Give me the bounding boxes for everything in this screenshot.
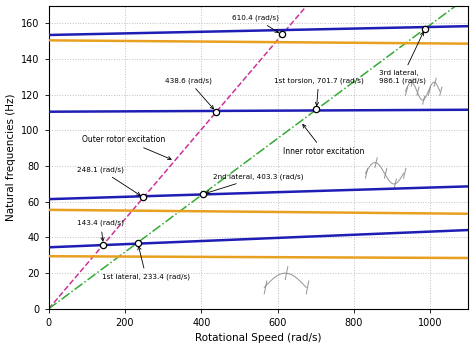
Text: 1st torsion, 701.7 (rad/s): 1st torsion, 701.7 (rad/s) bbox=[274, 77, 364, 106]
Text: 2nd lateral, 403.3 (rad/s): 2nd lateral, 403.3 (rad/s) bbox=[206, 173, 303, 194]
Text: 438.6 (rad/s): 438.6 (rad/s) bbox=[165, 77, 214, 109]
Text: 3rd lateral,
986.1 (rad/s): 3rd lateral, 986.1 (rad/s) bbox=[379, 32, 426, 84]
Text: 143.4 (rad/s): 143.4 (rad/s) bbox=[77, 220, 124, 241]
Text: 1st lateral, 233.4 (rad/s): 1st lateral, 233.4 (rad/s) bbox=[102, 246, 190, 280]
X-axis label: Rotational Speed (rad/s): Rotational Speed (rad/s) bbox=[195, 333, 322, 343]
Text: Inner rotor excitation: Inner rotor excitation bbox=[283, 125, 365, 156]
Text: 610.4 (rad/s): 610.4 (rad/s) bbox=[232, 15, 279, 32]
Text: Outer rotor excitation: Outer rotor excitation bbox=[82, 135, 171, 159]
Text: 248.1 (rad/s): 248.1 (rad/s) bbox=[77, 166, 140, 195]
Y-axis label: Natural frequencies (Hz): Natural frequencies (Hz) bbox=[6, 94, 16, 221]
